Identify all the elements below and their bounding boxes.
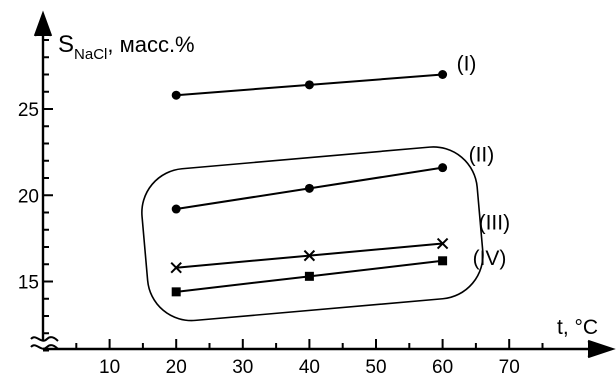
data-point-circle — [171, 204, 181, 214]
data-point-circle — [304, 183, 314, 193]
series-label: (I) — [457, 53, 477, 76]
group-outline-rect — [141, 146, 484, 322]
group-outline — [141, 146, 484, 322]
series-label: (IV) — [473, 247, 507, 270]
y-axis-title: SNaCl, масс.% — [58, 31, 195, 63]
y-tick-label: 25 — [18, 100, 39, 121]
x-axis-arrow — [587, 339, 616, 359]
data-point-circle — [171, 90, 181, 100]
series-label: (III) — [479, 212, 511, 235]
x-tick-label: 70 — [499, 357, 520, 376]
data-point-square — [438, 256, 448, 266]
ticks: 10 20 30 40 50 60 70 15 20 25 — [18, 39, 544, 376]
data-point-cross — [170, 261, 182, 274]
series-label: (II) — [469, 144, 495, 167]
data-point-cross — [436, 237, 449, 250]
x-tick-label: 30 — [232, 357, 253, 376]
y-tick-label: 15 — [18, 273, 39, 294]
data-point-square — [171, 287, 181, 297]
y-axis-title-rest: , масс.% — [107, 32, 194, 57]
series: (I) (II) (III) (IV) — [170, 53, 511, 297]
x-tick-label: 10 — [99, 357, 120, 376]
data-point-cross — [303, 249, 316, 262]
y-axis-title-main: S — [58, 31, 74, 58]
y-tick-label: 20 — [18, 186, 39, 207]
axis-break-mark — [30, 344, 59, 350]
y-axis-arrow — [33, 10, 53, 37]
data-point-circle — [304, 80, 314, 90]
axes — [33, 10, 616, 359]
axis-break-mark — [30, 336, 59, 342]
x-tick-label: 20 — [166, 357, 187, 376]
x-tick-label: 50 — [365, 357, 386, 376]
x-tick-label: 60 — [432, 357, 453, 376]
data-point-square — [304, 271, 314, 281]
y-axis-title-subscript: NaCl — [74, 46, 107, 63]
x-axis-title: t, °C — [557, 316, 598, 339]
data-point-circle — [438, 70, 448, 79]
axis-break-marks — [30, 336, 59, 350]
data-point-circle — [438, 163, 448, 173]
x-tick-label: 40 — [299, 357, 320, 376]
